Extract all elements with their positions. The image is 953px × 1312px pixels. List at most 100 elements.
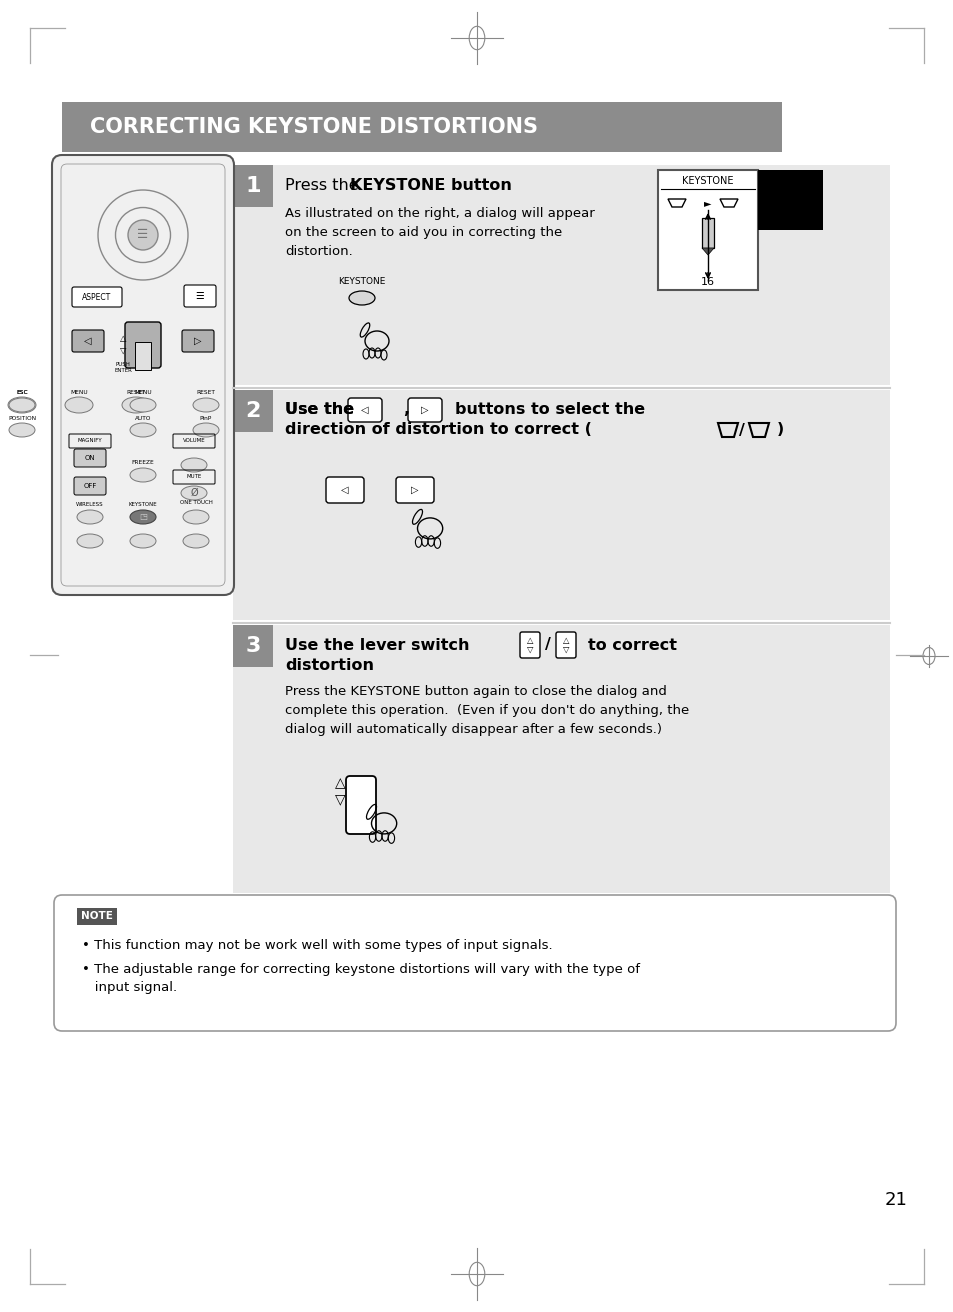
Text: 21: 21 <box>883 1191 906 1208</box>
Ellipse shape <box>130 510 156 523</box>
FancyBboxPatch shape <box>62 102 781 152</box>
FancyBboxPatch shape <box>71 287 122 307</box>
Ellipse shape <box>183 534 209 548</box>
Text: ☰: ☰ <box>195 291 204 300</box>
Text: ESC: ESC <box>16 391 28 395</box>
Text: △: △ <box>120 335 126 344</box>
Bar <box>77 908 117 925</box>
Bar <box>233 625 889 893</box>
Text: ►: ► <box>703 198 711 209</box>
FancyBboxPatch shape <box>519 632 539 659</box>
Text: VOLUME: VOLUME <box>182 438 205 443</box>
Ellipse shape <box>181 458 207 472</box>
Text: As illustrated on the right, a dialog will appear
on the screen to aid you in co: As illustrated on the right, a dialog wi… <box>285 207 594 258</box>
Ellipse shape <box>65 398 92 413</box>
Text: PinP: PinP <box>199 416 212 421</box>
FancyBboxPatch shape <box>184 285 215 307</box>
Text: /: / <box>544 638 551 652</box>
Bar <box>758 171 822 230</box>
Text: Ø: Ø <box>190 488 197 499</box>
FancyBboxPatch shape <box>74 449 106 467</box>
Text: ,: , <box>402 403 409 417</box>
Text: MENU: MENU <box>134 391 152 395</box>
Text: ▽: ▽ <box>335 792 345 806</box>
FancyBboxPatch shape <box>348 398 381 422</box>
Text: RESET: RESET <box>196 391 215 395</box>
Bar <box>233 625 273 666</box>
Ellipse shape <box>130 534 156 548</box>
Ellipse shape <box>130 422 156 437</box>
FancyBboxPatch shape <box>408 398 441 422</box>
Bar <box>658 171 758 290</box>
Text: KEYSTONE: KEYSTONE <box>681 176 733 186</box>
Text: WIRELESS: WIRELESS <box>76 502 104 508</box>
Ellipse shape <box>130 468 156 482</box>
Ellipse shape <box>128 220 158 251</box>
Ellipse shape <box>193 422 219 437</box>
Text: ▷: ▷ <box>411 485 418 495</box>
Text: ON: ON <box>85 455 95 461</box>
FancyBboxPatch shape <box>182 331 213 352</box>
Ellipse shape <box>9 398 35 412</box>
Text: ONE TOUCH: ONE TOUCH <box>179 500 213 505</box>
Text: 3: 3 <box>245 636 260 656</box>
Text: 16: 16 <box>700 277 714 287</box>
Text: ▷: ▷ <box>421 405 428 415</box>
FancyBboxPatch shape <box>346 775 375 834</box>
Ellipse shape <box>9 422 35 437</box>
Bar <box>135 342 151 370</box>
FancyBboxPatch shape <box>74 478 106 495</box>
Text: ☰: ☰ <box>137 228 149 241</box>
Text: MUTE: MUTE <box>186 475 201 479</box>
Text: ◁: ◁ <box>361 405 369 415</box>
FancyBboxPatch shape <box>54 895 895 1031</box>
Bar <box>233 390 273 432</box>
Text: △: △ <box>335 775 345 790</box>
Text: △: △ <box>526 636 533 646</box>
Text: ◁: ◁ <box>341 485 349 495</box>
FancyBboxPatch shape <box>326 478 364 502</box>
Bar <box>233 165 273 207</box>
Text: Use the: Use the <box>285 403 359 417</box>
FancyBboxPatch shape <box>556 632 576 659</box>
Text: KEYSTONE: KEYSTONE <box>338 278 385 286</box>
Ellipse shape <box>8 398 36 413</box>
Ellipse shape <box>349 291 375 304</box>
Text: ENTER: ENTER <box>114 369 132 374</box>
Text: KEYSTONE: KEYSTONE <box>129 502 157 508</box>
Text: POSITION: POSITION <box>8 416 36 421</box>
Ellipse shape <box>183 510 209 523</box>
Ellipse shape <box>77 510 103 523</box>
Text: ◁: ◁ <box>84 336 91 346</box>
Text: distortion: distortion <box>285 657 374 673</box>
Text: 1: 1 <box>245 176 260 195</box>
Text: CORRECTING KEYSTONE DISTORTIONS: CORRECTING KEYSTONE DISTORTIONS <box>90 117 537 136</box>
Ellipse shape <box>77 534 103 548</box>
FancyBboxPatch shape <box>52 155 233 596</box>
Text: ◳: ◳ <box>139 513 147 521</box>
Text: ▽: ▽ <box>120 345 126 354</box>
Polygon shape <box>701 248 713 255</box>
Text: PUSH: PUSH <box>115 362 131 367</box>
Ellipse shape <box>122 398 150 413</box>
Bar <box>233 390 889 621</box>
Text: △: △ <box>562 636 569 646</box>
Text: input signal.: input signal. <box>82 981 177 994</box>
FancyBboxPatch shape <box>395 478 434 502</box>
Text: AUTO: AUTO <box>134 416 151 421</box>
Text: ▽: ▽ <box>526 644 533 653</box>
Text: Use the lever switch: Use the lever switch <box>285 638 469 652</box>
Text: ): ) <box>776 422 782 437</box>
Text: ▽: ▽ <box>562 644 569 653</box>
Text: 2: 2 <box>245 401 260 421</box>
Bar <box>233 165 889 384</box>
Text: • The adjustable range for correcting keystone distortions will vary with the ty: • The adjustable range for correcting ke… <box>82 963 639 976</box>
Text: to correct: to correct <box>587 638 677 652</box>
Text: ▷: ▷ <box>194 336 201 346</box>
Text: Press the: Press the <box>285 177 363 193</box>
Ellipse shape <box>130 398 156 412</box>
Bar <box>701 218 713 248</box>
Text: ESC: ESC <box>16 391 28 395</box>
Ellipse shape <box>193 398 219 412</box>
FancyBboxPatch shape <box>125 321 161 367</box>
